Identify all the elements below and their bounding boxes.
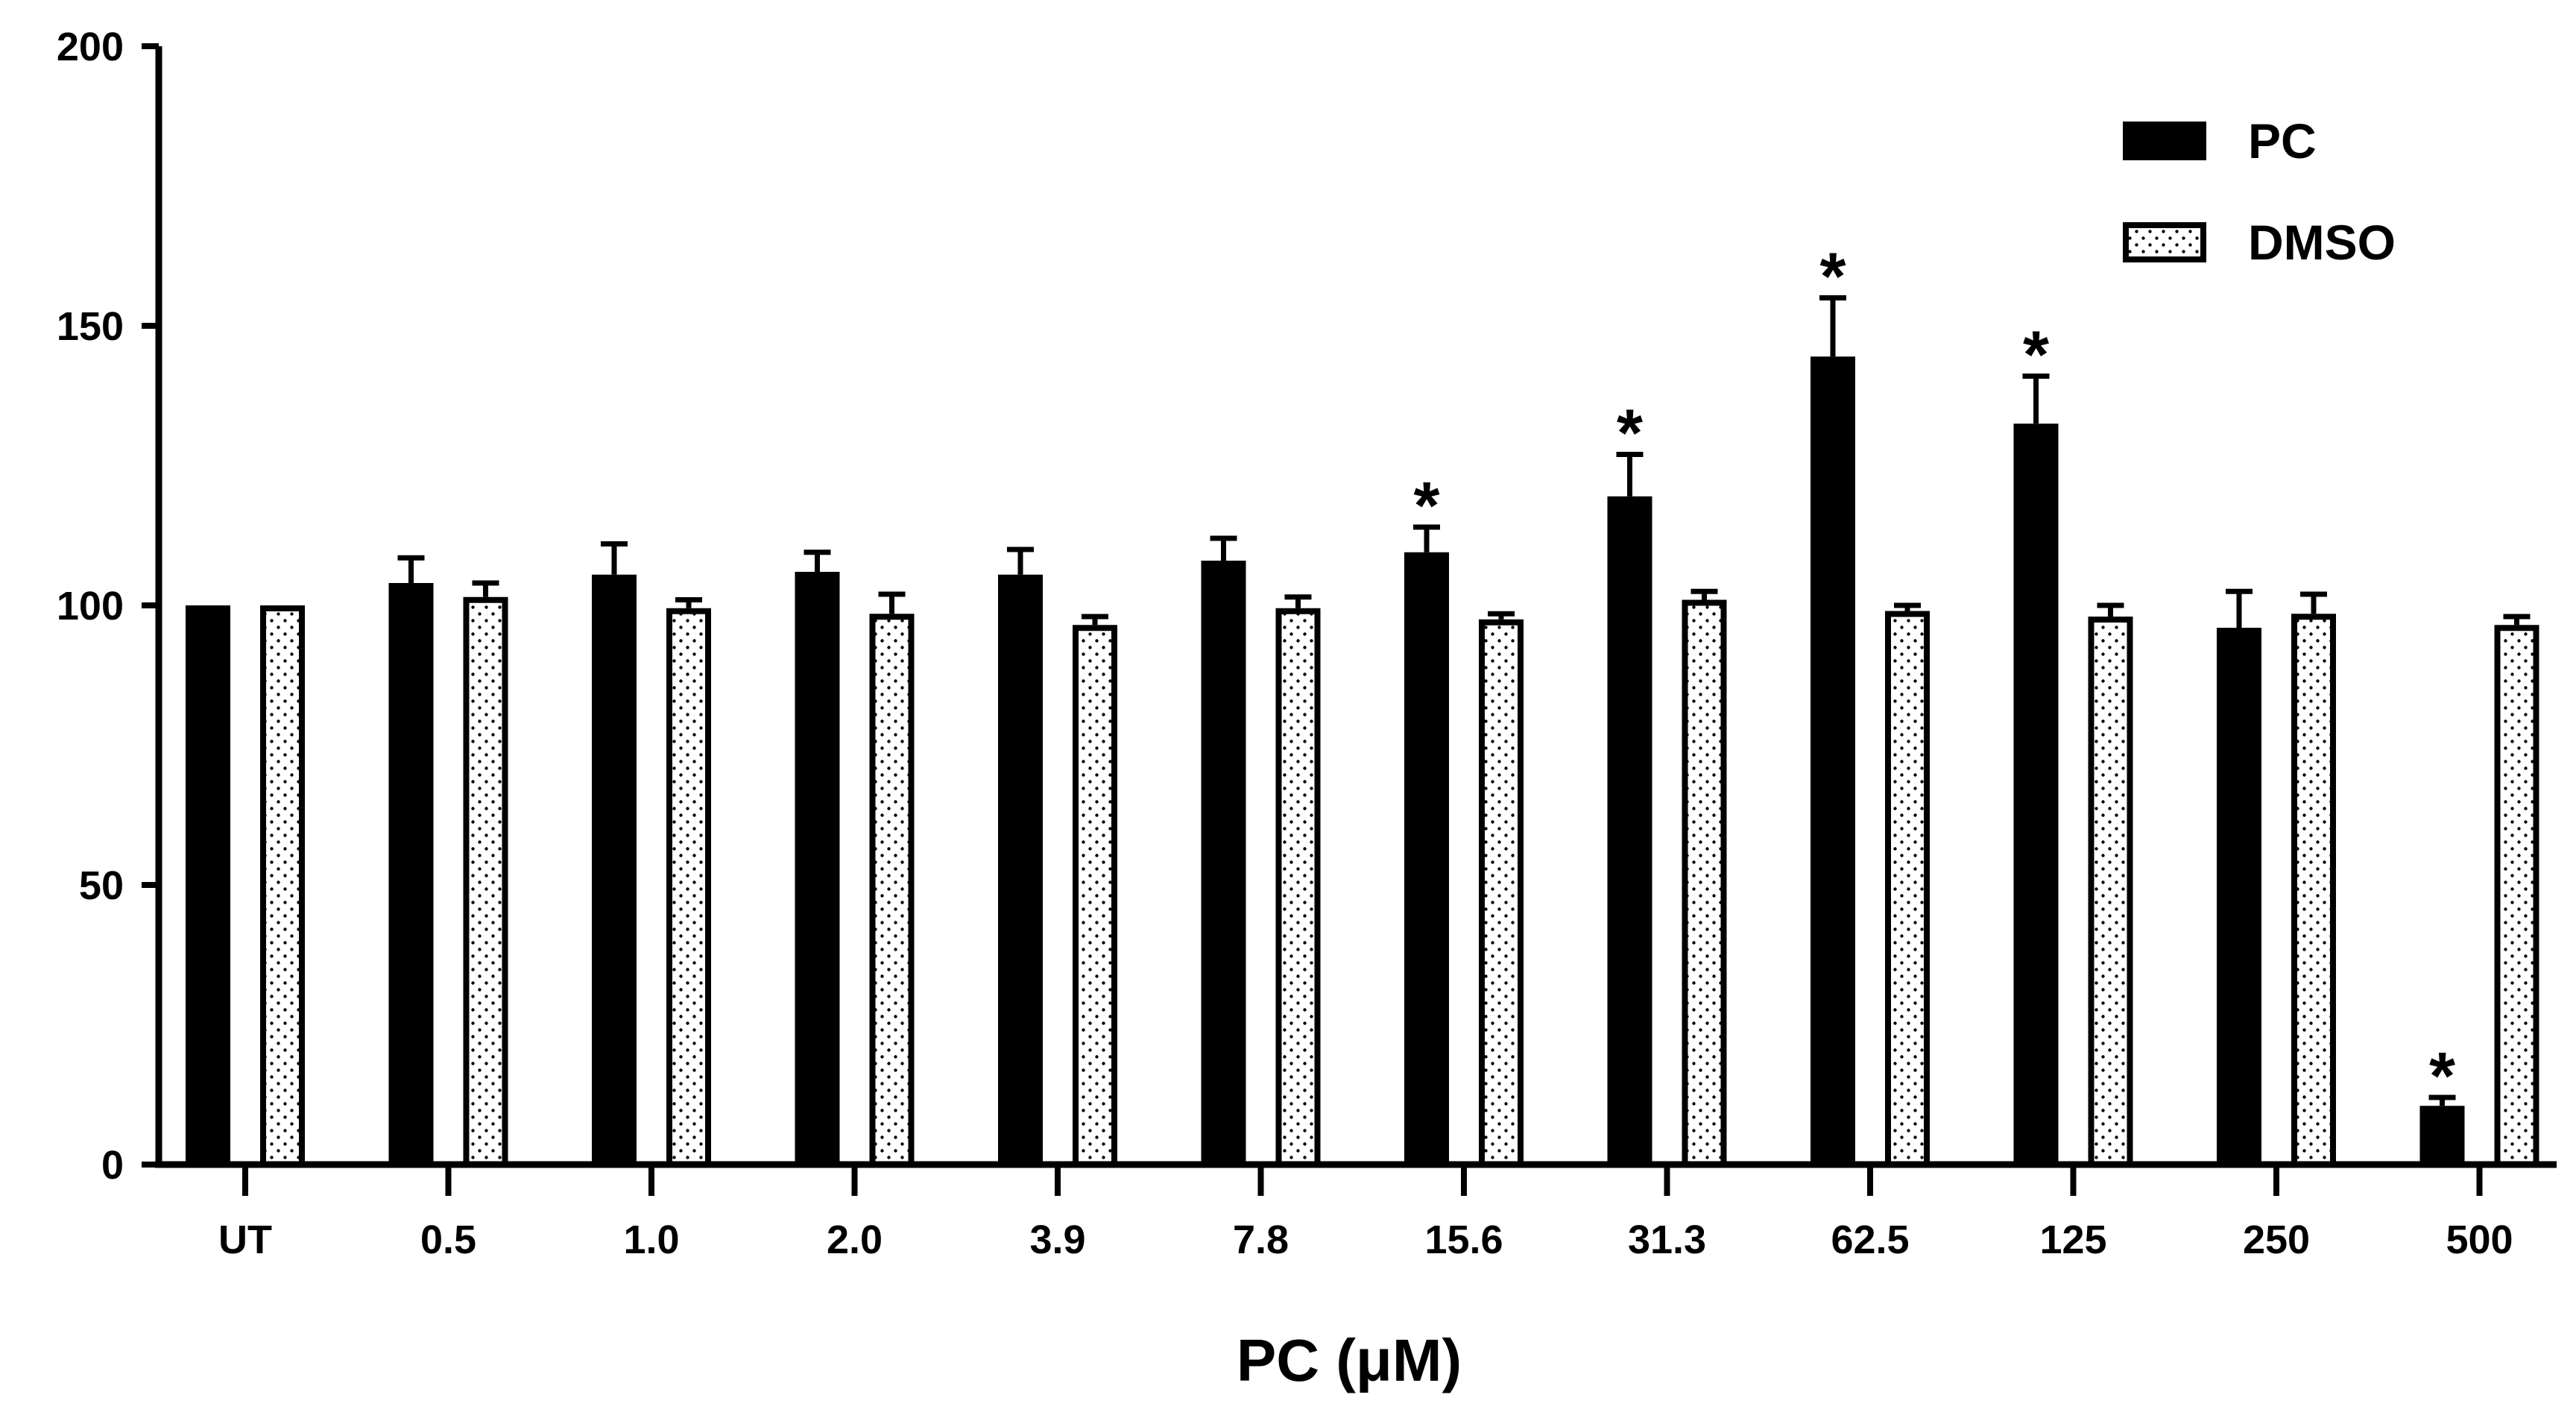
x-axis-ticks: UT 0.5 1.0 2.0 3.9 7.8 15.6 31.3 62.5 125 250 500 (218, 1165, 2513, 1262)
legend-swatch-pc (2123, 122, 2206, 160)
bar-pc (1201, 561, 1246, 1165)
x-tick-label: 31.3 (1628, 1217, 1706, 1262)
x-axis-title: PC (μM) (1237, 1327, 1462, 1393)
legend-label-dmso: DMSO (2248, 215, 2396, 270)
y-axis-ticks: 0 50 100 150 200 (57, 25, 159, 1188)
x-tick-label: 7.8 (1233, 1217, 1289, 1262)
y-tick-label: 50 (79, 863, 124, 908)
bar-dmso (463, 596, 508, 1168)
x-tick-label: UT (218, 1217, 272, 1262)
x-tick-label: 125 (2039, 1217, 2106, 1262)
significance-marker: * (1819, 240, 1846, 315)
legend-label-pc: PC (2248, 113, 2317, 168)
bar-dmso (2494, 625, 2539, 1168)
legend-swatch-dmso (2123, 222, 2206, 262)
bar-dmso (1073, 625, 1117, 1168)
bar-dmso (1275, 608, 1321, 1168)
bar-dmso (2291, 614, 2336, 1168)
x-tick-label: 3.9 (1029, 1217, 1085, 1262)
bar-dmso (1885, 611, 1930, 1168)
x-tick-label: 62.5 (1831, 1217, 1909, 1262)
x-tick-label: 250 (2243, 1217, 2310, 1262)
significance-marker: * (1617, 397, 1643, 471)
bar-pc (388, 583, 434, 1165)
legend: PC DMSO (2123, 113, 2396, 270)
bar-pc (795, 572, 840, 1165)
bar-pc (592, 574, 637, 1165)
y-tick-label: 150 (57, 304, 124, 349)
significance-marker: * (1413, 469, 1439, 544)
x-tick-label: 500 (2446, 1217, 2513, 1262)
y-tick-label: 0 (101, 1143, 124, 1188)
bar-dmso (1479, 619, 1524, 1168)
bar-pc (1404, 552, 1449, 1165)
bar-dmso (666, 608, 711, 1168)
bar-dmso (1682, 599, 1727, 1168)
x-tick-label: 2.0 (827, 1217, 883, 1262)
bar-pc (186, 605, 230, 1165)
bar-pc (2419, 1106, 2465, 1165)
bar-pc (2013, 423, 2059, 1165)
y-tick-label: 100 (57, 584, 124, 628)
y-tick-label: 200 (57, 25, 124, 69)
bar-pc (2217, 628, 2261, 1165)
significance-marker: * (2429, 1039, 2455, 1114)
x-tick-label: 0.5 (420, 1217, 476, 1262)
bar-dmso (260, 605, 305, 1168)
bar-dmso (869, 614, 915, 1168)
significance-marker: * (2023, 318, 2049, 393)
x-tick-label: 15.6 (1424, 1217, 1503, 1262)
bar-pc (998, 574, 1043, 1165)
x-tick-label: 1.0 (623, 1217, 679, 1262)
bar-dmso (2088, 617, 2133, 1168)
bar-pc (1811, 356, 1855, 1165)
bar-pc (1607, 496, 1652, 1165)
plot-area: * * * * * (186, 240, 2539, 1168)
